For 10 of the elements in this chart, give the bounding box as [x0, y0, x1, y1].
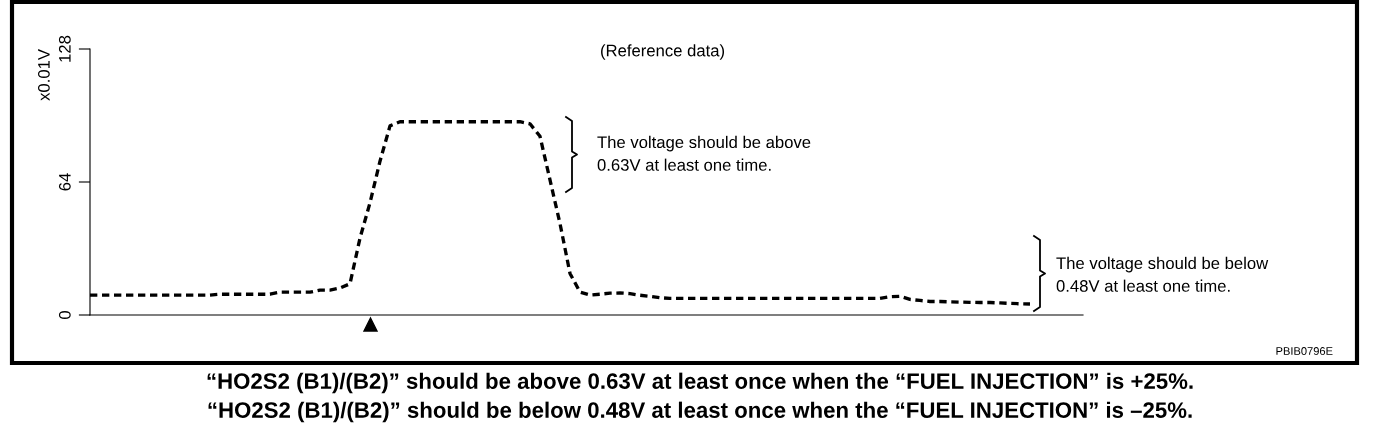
y-axis-title: x0.01V	[37, 49, 50, 101]
y-tick-label: 128	[58, 35, 71, 62]
text: The voltage should be below 0.48V at least one time.	[1056, 256, 1269, 292]
text: “HO2S2 (B1)/(B2)” should be below 0.48V at least once when the “FUEL INJECTION” is –25%.	[208, 401, 1192, 423]
text: “HO2S2 (B1)/(B2)” should be above 0.63V at least once when the “FUEL INJECTION” is +25%.	[207, 372, 1193, 394]
text: PBIB0796E	[1276, 347, 1333, 355]
annotation: The voltage should be above 0.63V at least one time.	[597, 135, 811, 171]
y-tick-label: 64	[58, 173, 71, 191]
annotation: (Reference data)	[601, 44, 725, 60]
y-tick-label: 0	[58, 311, 71, 319]
